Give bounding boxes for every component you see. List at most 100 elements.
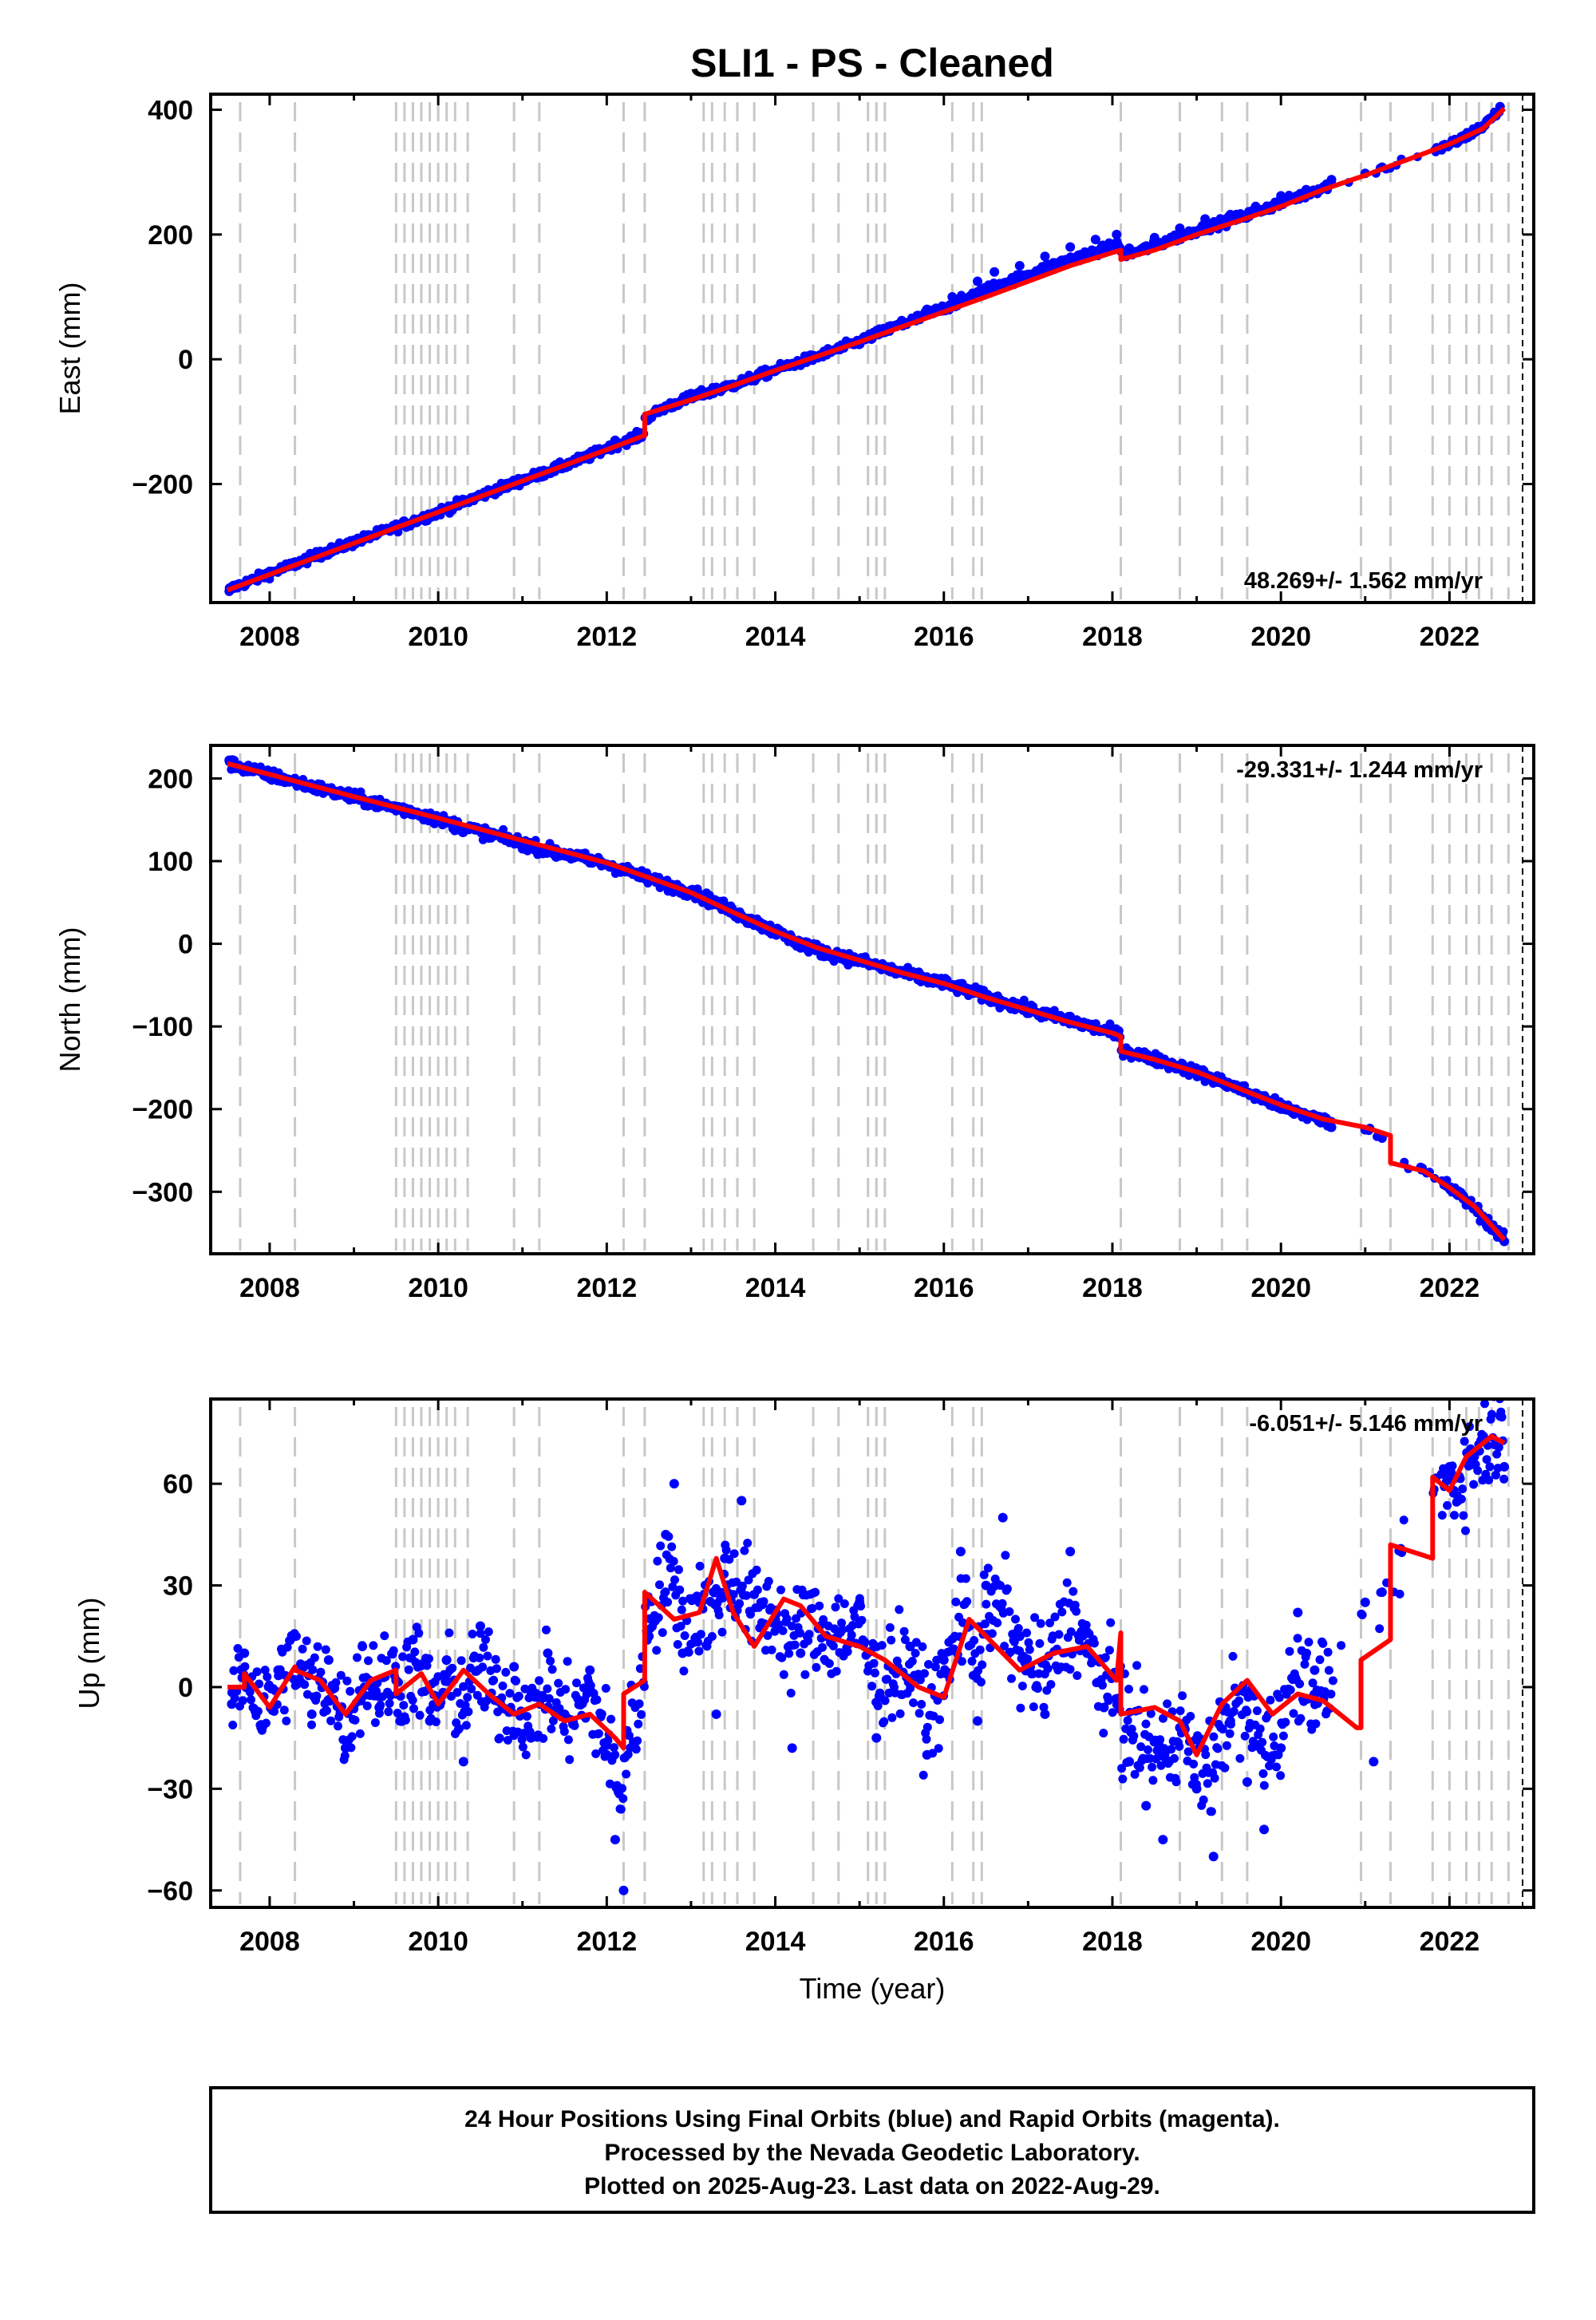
observation-point (1286, 1686, 1295, 1694)
observation-point (547, 1724, 556, 1733)
observation-point (542, 1625, 551, 1634)
observation-point (998, 1512, 1008, 1523)
plot-frame (209, 744, 1535, 1255)
observation-point (1089, 1638, 1099, 1648)
observation-point (918, 1770, 928, 1780)
x-tick-label: 2016 (914, 622, 974, 652)
observation-point (820, 951, 831, 962)
x-tick-label: 2018 (1082, 1273, 1143, 1303)
observation-point (240, 1662, 250, 1671)
observation-point (1200, 214, 1211, 224)
observation-point (1024, 1638, 1033, 1647)
observation-point (735, 1599, 745, 1608)
observation-point (1167, 1745, 1176, 1754)
observation-point (623, 1749, 633, 1759)
observation-point (917, 1700, 926, 1709)
observation-point (1090, 235, 1100, 245)
observation-point (790, 1640, 800, 1650)
observation-point (245, 1687, 255, 1697)
observation-point (1369, 1757, 1379, 1767)
observation-point (478, 1662, 488, 1672)
plot-frame (209, 1397, 1535, 1909)
observation-point (922, 1749, 932, 1760)
observation-point (1149, 232, 1159, 243)
observation-point (996, 1581, 1005, 1591)
observation-point (834, 1594, 843, 1603)
observation-point (1259, 1781, 1269, 1790)
observation-point (1295, 1679, 1305, 1689)
observation-point (831, 1603, 840, 1612)
observation-point (1228, 1651, 1238, 1661)
observation-point (880, 1696, 890, 1705)
observation-point (414, 1628, 424, 1638)
observation-point (909, 1698, 918, 1708)
observation-point (990, 267, 1000, 277)
observation-point (495, 1733, 504, 1743)
observation-point (1098, 1681, 1107, 1690)
observation-point (922, 1734, 931, 1744)
observation-point (399, 1701, 409, 1710)
observation-point (729, 1590, 738, 1599)
observation-point (355, 1729, 365, 1738)
observation-point (717, 1627, 727, 1637)
model-line (227, 761, 1507, 1242)
observation-point (1030, 1613, 1040, 1622)
observation-point (606, 1714, 616, 1724)
observation-point (1460, 1437, 1469, 1446)
observation-point (693, 1638, 703, 1647)
observation-point (1065, 1011, 1076, 1022)
observation-point (518, 1742, 527, 1752)
velocity-label: -6.051+/- 5.146 mm/yr (1249, 1411, 1483, 1437)
observation-point (812, 1662, 821, 1672)
observation-point (1011, 1615, 1020, 1624)
observation-point (602, 1749, 612, 1760)
x-tick-label: 2008 (239, 1927, 300, 1957)
observation-point (1229, 1706, 1238, 1716)
observation-point (282, 1642, 292, 1652)
observation-point (655, 1580, 664, 1590)
observation-point (1072, 1607, 1081, 1616)
observation-point (1293, 1607, 1303, 1618)
observation-point (776, 1585, 785, 1595)
observation-point (1132, 1661, 1142, 1670)
observation-point (1235, 1696, 1244, 1705)
observation-point (461, 1721, 471, 1730)
observation-point (1163, 1699, 1172, 1709)
observation-point (787, 1743, 797, 1753)
observation-point (1033, 1684, 1042, 1694)
observation-point (1310, 1665, 1320, 1675)
observation-point (922, 1722, 932, 1732)
observation-point (934, 1744, 943, 1753)
observation-point (1036, 1618, 1045, 1628)
observation-point (312, 1691, 322, 1701)
observation-point (895, 1709, 905, 1718)
observation-point (321, 1645, 330, 1654)
observation-point (1000, 1642, 1009, 1651)
observation-point (398, 1652, 408, 1662)
observation-point (906, 1683, 915, 1693)
observation-point (824, 1659, 834, 1668)
observation-point (484, 833, 494, 844)
observation-point (353, 1653, 361, 1662)
observation-point (1252, 1706, 1262, 1716)
observation-point (1437, 1511, 1447, 1520)
y-tick-label: 0 (178, 930, 193, 960)
footer-line-1: 24 Hour Positions Using Final Orbits (bl… (464, 2106, 1280, 2132)
x-tick-label: 2010 (408, 622, 468, 652)
observation-point (1054, 1630, 1064, 1639)
observation-point (674, 1565, 683, 1575)
x-tick-label: 2022 (1420, 622, 1480, 652)
observation-point (1255, 1724, 1265, 1733)
observation-point (973, 276, 983, 287)
y-tick-label: −60 (147, 1876, 193, 1907)
observation-point (380, 1631, 389, 1641)
observation-point (979, 1570, 989, 1579)
observation-point (695, 1561, 705, 1571)
observation-point (467, 1684, 476, 1694)
observation-point (779, 1670, 788, 1679)
observation-point (1276, 191, 1286, 201)
observation-point (1017, 1682, 1027, 1691)
observation-point (1014, 1631, 1025, 1642)
observation-point (1001, 1551, 1010, 1560)
observation-point (1100, 1653, 1110, 1662)
